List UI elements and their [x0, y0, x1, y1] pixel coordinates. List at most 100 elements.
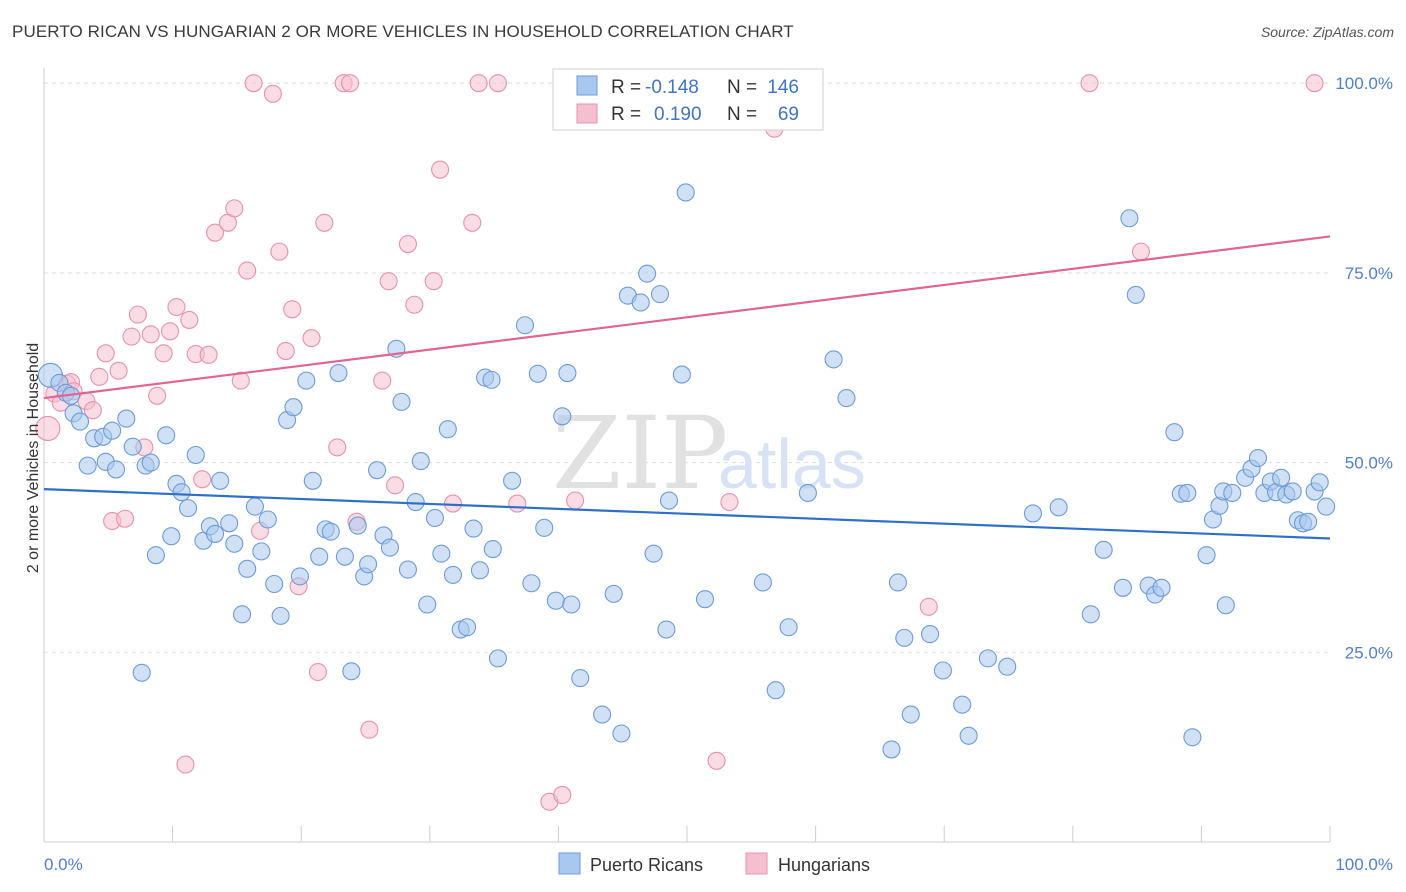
puerto-rican-point-116	[1126, 285, 1145, 304]
hungarian-point-21	[176, 755, 195, 774]
bottom-legend: Puerto Ricans Hungarians	[558, 852, 870, 875]
puerto-rican-point-70	[488, 649, 508, 668]
puerto-rican-point-69	[483, 540, 502, 559]
puerto-rican-point-105	[933, 661, 952, 680]
hungarian-point-18	[154, 344, 173, 363]
puerto-rican-point-33	[252, 542, 271, 561]
puerto-rican-point-60	[425, 508, 444, 528]
hungarian-point-46	[373, 371, 392, 390]
puerto-rican-point-22	[178, 499, 198, 518]
puerto-rican-point-41	[303, 471, 322, 490]
puerto-rican-point-19	[162, 527, 181, 546]
hungarian-point-9	[96, 344, 115, 363]
legend-n-value-2: 69	[778, 104, 799, 125]
puerto-rican-point-143	[1310, 473, 1329, 492]
puerto-rican-point-119	[1152, 578, 1171, 597]
puerto-rican-point-21	[172, 483, 191, 502]
puerto-rican-point-103	[901, 705, 920, 724]
puerto-rican-point-71	[503, 471, 522, 490]
puerto-rican-point-55	[392, 392, 411, 411]
puerto-rican-point-87	[644, 544, 663, 563]
hungarian-point-12	[115, 509, 135, 528]
puerto-rican-point-123	[1183, 728, 1202, 747]
puerto-rican-point-44	[321, 522, 340, 541]
puerto-rican-point-95	[766, 681, 785, 700]
hungarian-point-40	[315, 213, 334, 232]
hungarian-point-68	[1305, 74, 1324, 93]
hungarian-point-35	[276, 341, 295, 361]
puerto-rican-point-115	[1120, 209, 1139, 228]
puerto-rican-point-78	[558, 363, 577, 383]
puerto-rican-point-88	[650, 285, 670, 304]
puerto-rican-point-26	[205, 524, 225, 543]
y-tick-label-0: 25.0%	[1345, 643, 1393, 662]
puerto-rican-point-65	[458, 618, 477, 637]
hungarian-point-13	[122, 327, 141, 346]
puerto-rican-point-97	[798, 483, 817, 502]
puerto-rican-point-91	[672, 365, 691, 384]
bottom-legend-puerto-ricans: Puerto Ricans	[590, 855, 703, 875]
puerto-rican-point-10	[103, 421, 122, 440]
puerto-rican-point-132	[1248, 448, 1268, 468]
legend-r-label-2: R =	[611, 104, 641, 125]
hungarian-point-51	[424, 272, 443, 291]
puerto-rican-point-51	[368, 461, 387, 480]
puerto-rican-point-74	[528, 364, 547, 383]
hungarian-point-19	[160, 322, 180, 341]
puerto-rican-point-61	[432, 544, 451, 563]
puerto-rican-point-32	[245, 497, 264, 516]
legend-n-label-1: N =	[727, 77, 757, 98]
x-tick-label-0: 0.0%	[44, 855, 83, 874]
puerto-rican-point-92	[676, 183, 695, 202]
hungarian-point-48	[386, 476, 405, 495]
bottom-legend-hungarians: Hungarians	[778, 855, 870, 875]
y-tick-label-3: 100.0%	[1335, 74, 1393, 93]
x-tick-labels: 0.0% 100.0%	[44, 855, 1393, 874]
puerto-rican-point-14	[132, 663, 151, 682]
hungarian-point-63	[720, 492, 739, 512]
puerto-rican-point-86	[638, 264, 657, 283]
hungarian-point-34	[270, 242, 289, 261]
puerto-rican-point-90	[659, 491, 679, 510]
legend-r-label-1: R =	[611, 77, 641, 98]
puerto-rican-point-73	[522, 574, 541, 593]
hungarian-point-57	[508, 494, 527, 513]
puerto-rican-point-141	[1299, 512, 1318, 531]
puerto-rican-point-42	[310, 547, 329, 566]
puerto-rican-point-6	[78, 456, 97, 475]
puerto-rican-point-48	[348, 516, 367, 535]
hungarian-point-54	[463, 213, 482, 232]
hungarian-point-56	[488, 74, 508, 93]
puerto-rican-point-72	[515, 316, 535, 335]
source-label: Source: ZipAtlas.com	[1260, 24, 1394, 40]
trend-line-hungarians	[43, 235, 1331, 400]
puerto-rican-point-29	[225, 534, 244, 553]
hungarian-point-30	[238, 261, 257, 280]
hungarian-point-50	[405, 295, 424, 314]
puerto-rican-point-62	[438, 420, 457, 439]
hungarian-point-8	[90, 367, 109, 386]
watermark: ZIP atlas	[552, 395, 866, 512]
puerto-rican-point-17	[146, 546, 165, 565]
puerto-rican-point-13	[123, 437, 142, 456]
puerto-rican-point-16	[141, 453, 160, 472]
puerto-rican-point-113	[1094, 540, 1113, 559]
chart-title: PUERTO RICAN VS HUNGARIAN 2 OR MORE VEHI…	[12, 22, 794, 41]
hungarian-point-59	[553, 785, 572, 805]
puerto-rican-point-98	[824, 350, 843, 369]
puerto-rican-point-89	[657, 620, 676, 639]
puerto-rican-point-109	[998, 657, 1017, 676]
legend-box	[552, 68, 824, 131]
puerto-rican-point-110	[1023, 504, 1042, 523]
puerto-rican-point-11	[106, 460, 126, 479]
hungarian-point-31	[244, 74, 263, 93]
puerto-rican-point-38	[284, 398, 303, 417]
hungarian-point-66	[1080, 74, 1099, 93]
hungarian-point-45	[360, 720, 379, 739]
axes	[43, 68, 1331, 843]
legend-r-value-2: 0.190	[654, 104, 702, 125]
y-tick-label-2: 75.0%	[1345, 264, 1393, 283]
puerto-rican-point-31	[238, 559, 257, 578]
hungarian-point-11	[109, 361, 128, 380]
